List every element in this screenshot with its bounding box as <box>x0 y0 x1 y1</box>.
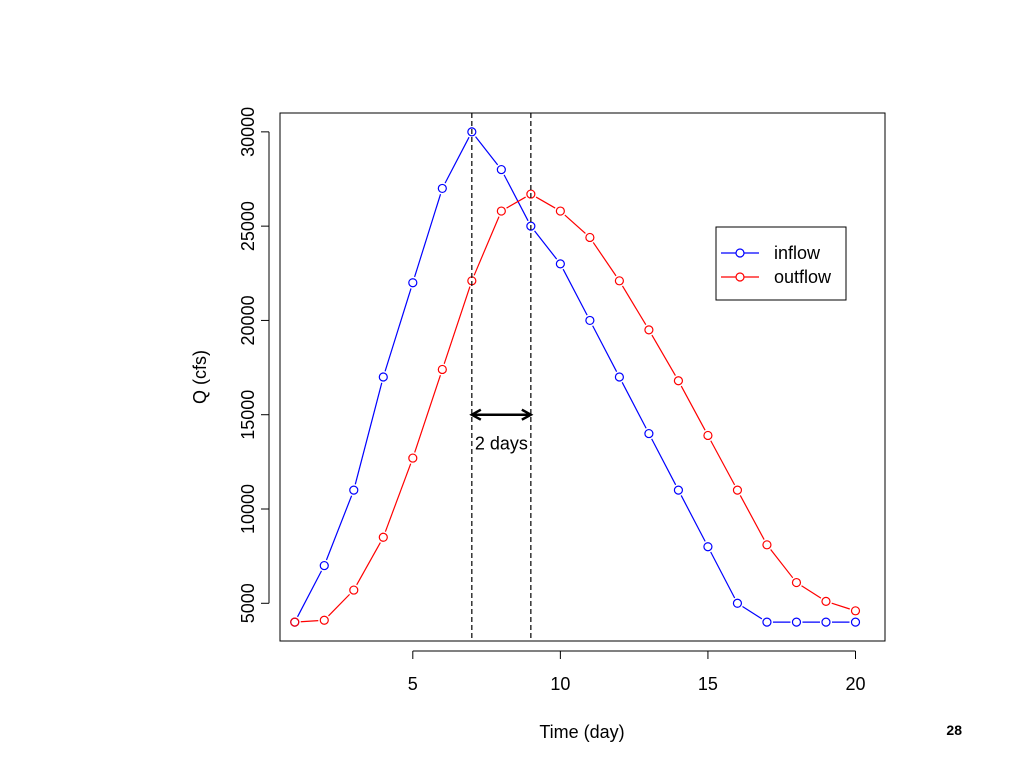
outflow-line-segment <box>443 286 471 364</box>
inflow-point <box>437 183 447 194</box>
inflow-line-segment <box>503 174 529 222</box>
inflow-point <box>850 617 861 627</box>
inflow-point <box>821 617 831 627</box>
outflow-point <box>614 276 624 286</box>
series-outflow <box>290 189 861 627</box>
outflow-line-segment <box>831 602 850 610</box>
outflow-line-segment <box>680 385 706 431</box>
inflow-line-segment <box>354 382 383 485</box>
inflow-line-segment <box>534 230 558 260</box>
outflow-line-segment <box>801 585 822 599</box>
outflow-point <box>555 206 565 216</box>
inflow-line-segment <box>325 495 353 561</box>
outflow-point <box>290 617 300 627</box>
inflow-point <box>673 485 684 495</box>
legend-label-inflow: inflow <box>774 243 821 263</box>
x-tick-label: 15 <box>698 674 718 694</box>
legend-marker-outflow <box>735 272 745 282</box>
inflow-line-segment <box>384 288 412 372</box>
x-axis-label: Time (day) <box>539 722 624 742</box>
y-tick-label: 5000 <box>238 583 258 623</box>
series-inflow <box>290 127 861 627</box>
inflow-point <box>762 617 772 627</box>
inflow-point <box>732 598 743 608</box>
x-tick-label: 5 <box>408 674 418 694</box>
outflow-line-segment <box>506 196 526 209</box>
outflow-point <box>437 364 447 375</box>
outflow-point <box>378 532 388 542</box>
outflow-line-segment <box>414 374 441 453</box>
outflow-line-segment <box>770 549 794 579</box>
y-axis-label: Q (cfs) <box>190 350 210 404</box>
outflow-point <box>585 232 595 243</box>
outflow-point <box>673 376 684 386</box>
outflow-point <box>526 189 536 199</box>
inflow-point <box>614 372 624 382</box>
inflow-point <box>644 428 654 439</box>
inflow-point <box>319 560 329 571</box>
outflow-line-segment <box>621 285 647 326</box>
inflow-line-segment <box>592 325 618 372</box>
outflow-line-segment <box>710 440 736 486</box>
outflow-line-segment <box>651 334 676 376</box>
inflow-point <box>378 372 388 382</box>
page-number: 28 <box>946 722 962 738</box>
inflow-point <box>791 617 802 627</box>
outflow-point <box>496 206 506 216</box>
duration-annotation-label: 2 days <box>475 434 528 454</box>
inflow-point <box>703 542 713 552</box>
duration-arrow-head-right <box>521 408 534 421</box>
outflow-point <box>732 485 743 495</box>
y-tick-label: 25000 <box>238 201 258 251</box>
outflow-point <box>791 577 802 588</box>
x-tick-label: 20 <box>845 674 865 694</box>
x-tick-label: 10 <box>550 674 570 694</box>
outflow-line-segment <box>592 242 617 277</box>
inflow-line-segment <box>680 495 706 542</box>
inflow-point <box>496 164 506 175</box>
outflow-point <box>349 585 359 595</box>
outflow-point <box>850 606 861 616</box>
outflow-line-segment <box>473 216 500 276</box>
outflow-point <box>703 430 713 441</box>
y-tick-label: 10000 <box>238 484 258 534</box>
inflow-line-segment <box>651 438 677 486</box>
inflow-line-segment <box>562 268 588 316</box>
inflow-line-segment <box>621 382 647 429</box>
inflow-line-segment <box>296 570 323 618</box>
inflow-line-segment <box>710 551 736 599</box>
outflow-point <box>762 540 772 550</box>
inflow-point <box>585 315 595 326</box>
outflow-line-segment <box>564 214 586 234</box>
inflow-point <box>408 278 418 288</box>
outflow-line-segment <box>356 542 381 586</box>
outflow-point <box>644 325 654 335</box>
outflow-line-segment <box>384 463 412 532</box>
duration-arrow-head-left <box>469 408 482 421</box>
inflow-line-segment <box>742 606 763 620</box>
legend-marker-inflow <box>735 248 745 258</box>
outflow-line-segment <box>535 196 556 209</box>
outflow-point <box>319 615 329 625</box>
outflow-line-segment <box>739 495 765 540</box>
inflow-point <box>555 259 565 269</box>
outflow-point <box>408 453 418 463</box>
inflow-point <box>349 485 359 495</box>
legend-label-outflow: outflow <box>774 267 832 287</box>
outflow-point <box>821 596 831 607</box>
inflow-line-segment <box>444 136 470 184</box>
plot-frame <box>279 112 886 642</box>
outflow-line-segment <box>328 593 351 617</box>
y-tick-label: 30000 <box>238 107 258 157</box>
inflow-point <box>467 127 477 137</box>
outflow-line-segment <box>300 620 319 623</box>
y-tick-label: 15000 <box>238 390 258 440</box>
y-tick-label: 20000 <box>238 295 258 345</box>
inflow-line-segment <box>414 193 442 278</box>
legend-box <box>715 226 847 301</box>
inflow-line-segment <box>475 136 499 166</box>
inflow-point <box>526 221 536 231</box>
